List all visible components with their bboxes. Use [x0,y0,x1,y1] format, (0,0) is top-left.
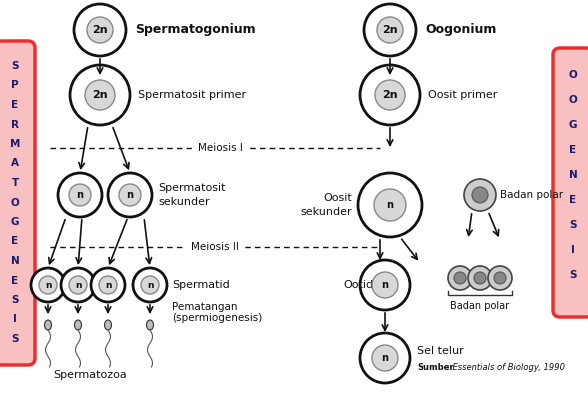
Text: Badan polar: Badan polar [500,190,563,200]
Text: R: R [11,119,19,129]
Text: Oosit: Oosit [323,193,352,203]
Circle shape [372,345,398,371]
Circle shape [85,80,115,110]
Text: Ootid: Ootid [343,280,373,290]
Text: N: N [11,256,19,266]
FancyBboxPatch shape [553,48,588,317]
Circle shape [494,272,506,284]
Text: 2n: 2n [92,90,108,100]
Circle shape [364,4,416,56]
Text: Sel telur: Sel telur [417,346,464,356]
Text: 2n: 2n [382,25,398,35]
Circle shape [360,65,420,125]
Circle shape [133,268,167,302]
Text: n: n [382,280,389,290]
Circle shape [87,17,113,43]
Circle shape [360,333,410,383]
Text: P: P [11,81,19,91]
Text: S: S [11,295,19,305]
Text: I: I [571,245,575,255]
Text: n: n [76,190,83,200]
Circle shape [70,65,130,125]
Ellipse shape [75,320,82,330]
Circle shape [468,266,492,290]
Text: Sumber: Sumber [417,364,453,372]
Text: Meiosis II: Meiosis II [191,242,239,252]
Circle shape [108,173,152,217]
Text: 2n: 2n [92,25,108,35]
Text: n: n [45,281,51,289]
Text: I: I [13,314,17,324]
Text: O: O [11,197,19,208]
Circle shape [91,268,125,302]
Text: n: n [105,281,111,289]
Text: sekunder: sekunder [300,207,352,217]
Circle shape [74,4,126,56]
Circle shape [99,276,117,294]
Text: E: E [569,145,577,155]
Circle shape [31,268,65,302]
Circle shape [448,266,472,290]
Circle shape [119,184,141,206]
Circle shape [474,272,486,284]
Text: n: n [382,353,389,363]
Text: A: A [11,158,19,168]
Text: Spermatozoa: Spermatozoa [53,370,127,380]
Text: G: G [11,217,19,227]
Text: Pematangan: Pematangan [172,302,238,312]
Circle shape [488,266,512,290]
Text: n: n [386,200,393,210]
Text: S: S [569,270,577,280]
Circle shape [141,276,159,294]
Circle shape [360,260,410,310]
Text: n: n [126,190,133,200]
Text: (spermiogenesis): (spermiogenesis) [172,313,262,323]
Circle shape [39,276,57,294]
Text: Meiosis I: Meiosis I [198,143,242,153]
Text: 2n: 2n [382,90,398,100]
Text: Badan polar: Badan polar [450,301,510,311]
Circle shape [358,173,422,237]
Circle shape [372,272,398,298]
Text: Spermatosit primer: Spermatosit primer [138,90,246,100]
Text: N: N [569,170,577,180]
Ellipse shape [45,320,52,330]
Text: M: M [10,139,20,149]
Circle shape [454,272,466,284]
FancyBboxPatch shape [0,41,35,365]
Text: E: E [569,195,577,205]
Circle shape [464,179,496,211]
Text: T: T [11,178,19,188]
Ellipse shape [105,320,112,330]
Circle shape [375,80,405,110]
Circle shape [374,189,406,221]
Text: n: n [147,281,153,289]
Text: O: O [569,95,577,105]
Text: Spermatid: Spermatid [172,280,230,290]
Text: S: S [11,61,19,71]
Text: S: S [569,220,577,230]
Text: n: n [75,281,81,289]
Circle shape [69,276,87,294]
Circle shape [377,17,403,43]
Text: O: O [569,70,577,80]
Text: Spermatosit: Spermatosit [158,183,226,193]
Text: S: S [11,334,19,344]
Circle shape [58,173,102,217]
Text: sekunder: sekunder [158,197,210,207]
Text: Oogonium: Oogonium [425,23,496,37]
Ellipse shape [146,320,153,330]
Text: G: G [569,120,577,130]
Circle shape [472,187,488,203]
Text: : Essentials of Biology, 1990: : Essentials of Biology, 1990 [447,364,565,372]
Text: E: E [11,237,19,247]
Text: E: E [11,100,19,110]
Circle shape [69,184,91,206]
Text: Oosit primer: Oosit primer [428,90,497,100]
Circle shape [61,268,95,302]
Text: Spermatogonium: Spermatogonium [135,23,256,37]
Text: E: E [11,276,19,285]
